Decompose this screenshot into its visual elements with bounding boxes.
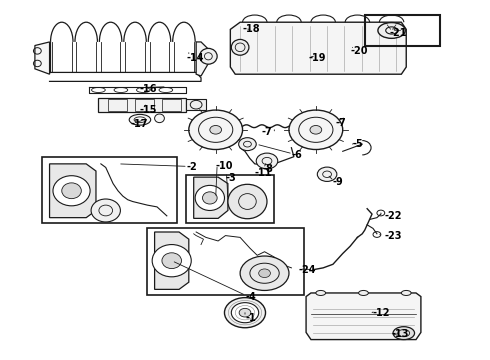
Ellipse shape (393, 327, 415, 339)
Bar (365, 15, 441, 45)
Text: -4: -4 (245, 292, 256, 302)
Ellipse shape (240, 256, 289, 291)
Ellipse shape (224, 298, 266, 328)
Text: -18: -18 (243, 24, 260, 35)
Ellipse shape (91, 199, 121, 222)
Bar (98, 98, 186, 112)
Ellipse shape (195, 185, 224, 211)
Polygon shape (35, 42, 49, 74)
Ellipse shape (199, 48, 217, 64)
Text: -11: -11 (255, 168, 272, 178)
Ellipse shape (239, 309, 251, 317)
Ellipse shape (316, 291, 326, 296)
Ellipse shape (162, 253, 181, 269)
Ellipse shape (359, 291, 368, 296)
Text: -20: -20 (350, 46, 368, 56)
Text: -8: -8 (262, 164, 273, 174)
Text: -9: -9 (333, 177, 343, 187)
Text: -24: -24 (299, 265, 316, 275)
Ellipse shape (189, 110, 243, 149)
Bar (162, 99, 180, 111)
Text: -10: -10 (216, 161, 233, 171)
Ellipse shape (401, 291, 411, 296)
Ellipse shape (202, 192, 217, 204)
Text: -14: -14 (186, 53, 204, 63)
Text: -7: -7 (335, 118, 346, 128)
Ellipse shape (310, 126, 322, 134)
Bar (147, 228, 304, 295)
Bar (135, 99, 154, 111)
Ellipse shape (256, 153, 278, 169)
Polygon shape (306, 293, 421, 339)
Text: -5: -5 (352, 139, 363, 149)
Text: -15: -15 (140, 105, 157, 115)
Text: -21: -21 (389, 28, 407, 38)
Ellipse shape (231, 40, 249, 55)
Text: -7: -7 (261, 127, 272, 136)
Text: -17: -17 (130, 120, 147, 129)
Bar (108, 99, 127, 111)
Ellipse shape (378, 23, 405, 39)
Polygon shape (230, 22, 406, 74)
Ellipse shape (62, 183, 81, 199)
Ellipse shape (210, 126, 221, 134)
Text: -16: -16 (140, 84, 157, 94)
Ellipse shape (155, 114, 164, 123)
Ellipse shape (152, 244, 191, 277)
Text: -3: -3 (225, 173, 236, 183)
Polygon shape (194, 177, 228, 219)
Ellipse shape (239, 138, 256, 150)
Ellipse shape (231, 303, 259, 323)
Ellipse shape (129, 114, 151, 125)
Ellipse shape (259, 269, 270, 278)
Bar (186, 99, 206, 110)
Polygon shape (196, 42, 208, 76)
Text: -2: -2 (186, 162, 197, 172)
Bar (186, 175, 274, 223)
Polygon shape (49, 164, 96, 218)
Text: -19: -19 (309, 53, 326, 63)
Text: -23: -23 (384, 231, 402, 240)
Polygon shape (155, 232, 189, 289)
Text: -13: -13 (392, 329, 409, 339)
Text: -1: -1 (245, 313, 256, 323)
Text: -22: -22 (384, 211, 402, 221)
Text: -6: -6 (292, 150, 302, 160)
Text: -12: -12 (372, 308, 390, 318)
Ellipse shape (228, 184, 267, 219)
Ellipse shape (318, 167, 337, 181)
Ellipse shape (289, 110, 343, 149)
Ellipse shape (53, 176, 90, 206)
Bar (42, 157, 176, 223)
